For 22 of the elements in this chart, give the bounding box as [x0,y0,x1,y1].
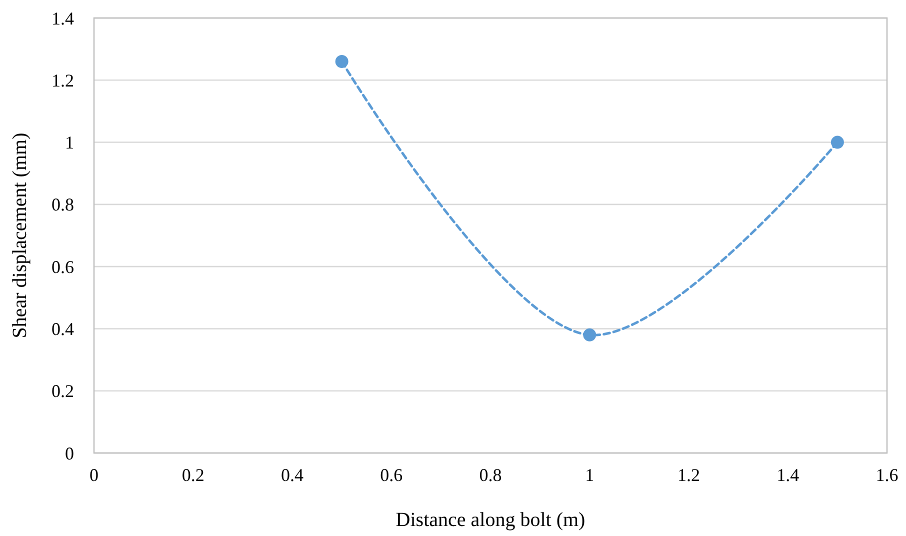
point [830,136,844,149]
x-tick-label: 0.6 [380,465,403,485]
x-tick-label: 0.2 [182,465,204,485]
x-tick-label: 1.2 [678,465,700,485]
point [583,328,596,342]
y-tick-label: 0.6 [52,256,74,277]
x-tick-label: 1.4 [776,465,800,485]
x-tick-label: 1.6 [876,465,898,485]
y-tick-label: 0.8 [52,194,74,215]
y-tick-label: 0 [65,443,74,464]
y-tick-label: 1.2 [52,70,74,90]
y-tick-label: 1.4 [52,8,74,28]
x-tick-label: 1 [585,465,594,485]
x-tick-label: 0 [90,465,98,485]
x-tick-label: 0.8 [479,465,502,485]
y-tick-label: 1 [65,132,74,153]
x-tick-label: 0.4 [281,465,304,485]
point [335,55,348,68]
y-tick-label: 0.4 [52,319,74,340]
y-axis-title: Shear displacement (mm) [9,132,31,338]
y-tick-label: 0.2 [52,381,74,402]
x-axis-title: Distance along bolt (m) [396,509,586,531]
